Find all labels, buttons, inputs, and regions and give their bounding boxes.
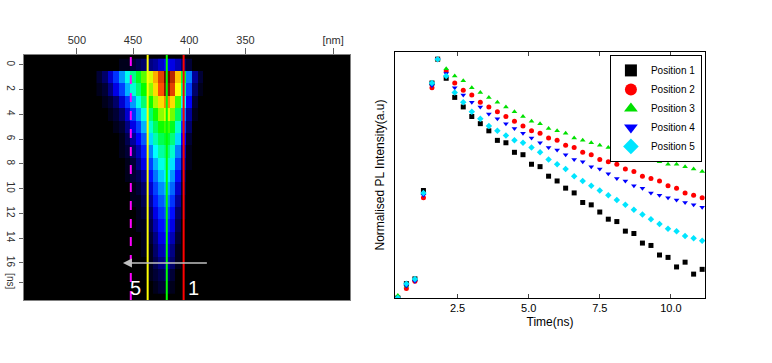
svg-text:2.5: 2.5 (450, 302, 465, 314)
svg-text:Position 3: Position 3 (651, 103, 695, 114)
svg-text:12: 12 (5, 206, 16, 218)
svg-text:10.0: 10.0 (660, 302, 681, 314)
svg-text:[nm]: [nm] (322, 34, 343, 46)
svg-text:350: 350 (236, 34, 254, 46)
svg-text:1: 1 (188, 277, 199, 299)
svg-text:5: 5 (130, 277, 141, 299)
svg-text:4: 4 (5, 110, 16, 116)
svg-text:450: 450 (124, 34, 142, 46)
svg-text:Time(ns): Time(ns) (527, 315, 574, 329)
svg-text:6: 6 (5, 135, 16, 141)
svg-text:Position 2: Position 2 (651, 84, 695, 95)
svg-text:14: 14 (5, 231, 16, 243)
svg-text:16: 16 (5, 256, 16, 268)
svg-text:Normalised PL Intensity(a.u): Normalised PL Intensity(a.u) (373, 100, 387, 251)
svg-text:5.0: 5.0 (521, 302, 536, 314)
svg-text:Position 5: Position 5 (651, 141, 695, 152)
svg-text:7.5: 7.5 (592, 302, 607, 314)
svg-text:[ns]: [ns] (5, 273, 16, 289)
svg-text:500: 500 (68, 34, 86, 46)
svg-text:0: 0 (5, 61, 16, 67)
svg-text:2: 2 (5, 85, 16, 91)
svg-text:Position 1: Position 1 (651, 65, 695, 76)
svg-text:400: 400 (180, 34, 198, 46)
svg-text:10: 10 (5, 182, 16, 194)
svg-text:Position 4: Position 4 (651, 122, 695, 133)
svg-text:8: 8 (5, 160, 16, 166)
